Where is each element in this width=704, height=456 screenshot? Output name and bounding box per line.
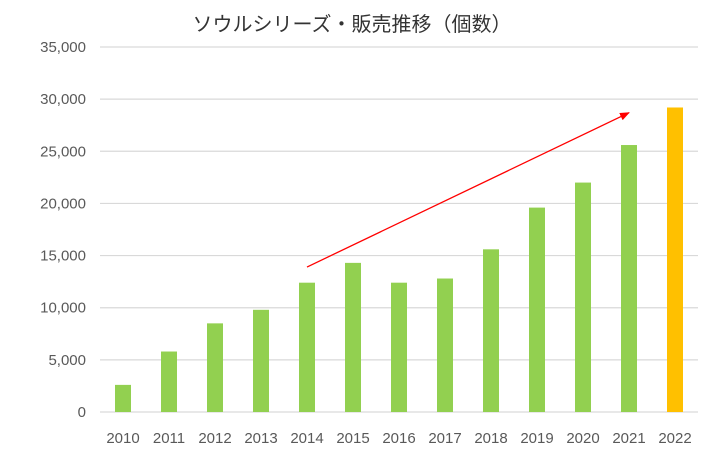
x-tick-label: 2021 [612, 430, 645, 447]
y-tick-label: 25,000 [40, 143, 86, 160]
bars [115, 107, 683, 412]
y-tick-label: 0 [78, 404, 86, 421]
bar-2022 [667, 107, 683, 412]
bar-2015 [345, 262, 361, 412]
chart-title: ソウルシリーズ・販売推移（個数） [192, 12, 512, 36]
x-tick-label: 2020 [566, 430, 599, 447]
bar-2020 [575, 182, 591, 412]
bar-2019 [529, 207, 545, 412]
bar-2012 [207, 323, 223, 412]
x-tick-label: 2022 [658, 430, 691, 447]
x-tick-label: 2011 [153, 430, 185, 447]
y-tick-label: 30,000 [40, 91, 86, 108]
bar-2010 [115, 384, 131, 412]
x-tick-label: 2019 [520, 430, 553, 447]
x-tick-label: 2014 [290, 430, 323, 447]
bar-2021 [621, 145, 637, 412]
x-tick-label: 2016 [382, 430, 415, 447]
y-axis-tick-labels: 0 5,000 10,000 15,000 20,000 25,000 30,000 35,0… [40, 39, 86, 421]
annotations [306, 112, 630, 268]
y-tick-label: 20,000 [40, 195, 86, 212]
y-tick-label: 35,000 [40, 39, 86, 56]
y-tick-label: 5,000 [48, 352, 86, 369]
bar-2017 [437, 278, 453, 412]
bar-2011 [161, 351, 177, 412]
bar-2018 [483, 249, 499, 412]
bar-2014 [299, 282, 315, 412]
x-tick-label: 2010 [106, 430, 139, 447]
y-tick-label: 10,000 [40, 300, 86, 317]
x-tick-label: 2012 [198, 430, 231, 447]
bar-2013 [253, 309, 269, 412]
x-tick-label: 2018 [474, 430, 507, 447]
x-tick-label: 2015 [336, 430, 369, 447]
y-tick-label: 15,000 [40, 248, 86, 265]
x-axis-tick-labels: 2010 2011 2012 2013 2014 2015 2016 2017 2018 2019… [106, 430, 691, 447]
bar-2016 [391, 282, 407, 412]
trend-arrow [306, 112, 630, 268]
x-tick-label: 2017 [428, 430, 461, 447]
x-tick-label: 2013 [244, 430, 277, 447]
